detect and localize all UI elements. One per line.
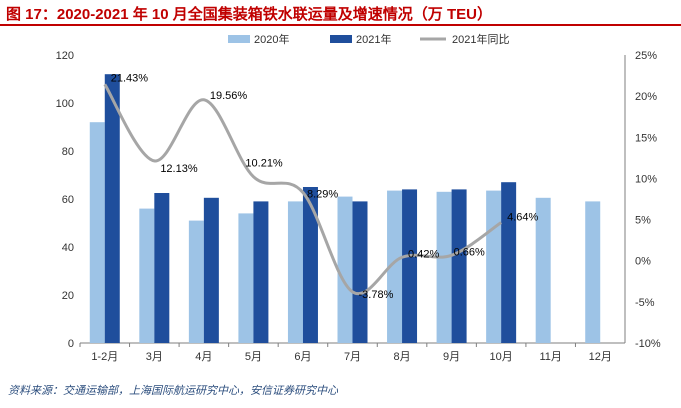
bar-2020: [387, 190, 403, 343]
y-right-tick-label: -10%: [635, 338, 661, 350]
y-left-tick-label: 60: [62, 194, 74, 206]
data-label: 21.43%: [111, 72, 149, 84]
growth-line: [103, 83, 502, 296]
y-left-tick-label: 40: [62, 242, 74, 254]
y-left-tick-label: 80: [62, 146, 74, 158]
bar-2021: [104, 74, 120, 343]
y-right-tick-label: 0%: [635, 256, 651, 268]
legend-label: 2020年: [254, 32, 289, 46]
bar-2020: [337, 196, 353, 343]
bar-2020: [287, 201, 303, 343]
y-left-tick-label: 100: [56, 98, 74, 110]
growth-line-path: [103, 83, 502, 296]
data-label: 0.42%: [408, 248, 439, 260]
y-right-tick-label: 15%: [635, 132, 657, 144]
y-left-tick-label: 120: [56, 50, 74, 62]
data-label: 0.66%: [454, 246, 485, 258]
x-tick-label: 6月: [294, 351, 311, 363]
bar-2021: [451, 189, 467, 343]
bar-2020: [535, 197, 551, 343]
data-label: 4.64%: [507, 212, 538, 224]
x-tick-label: 1-2月: [91, 351, 118, 363]
bar-2020: [436, 191, 452, 343]
bars: [89, 74, 601, 343]
data-label: 10.21%: [245, 158, 283, 170]
y-left-tick-label: 20: [62, 290, 74, 302]
bar-2021: [154, 193, 170, 343]
bar-2020: [585, 201, 601, 343]
bar-2020: [238, 213, 254, 343]
legend-swatch: [228, 35, 250, 43]
bar-2021: [203, 197, 219, 343]
x-tick-label: 9月: [443, 351, 460, 363]
data-label: 12.13%: [160, 163, 198, 175]
bar-2020: [89, 122, 105, 343]
bar-2020: [486, 190, 502, 343]
y-left-tick-label: 0: [68, 338, 74, 350]
legend-label: 2021年: [356, 32, 391, 46]
legend-swatch: [330, 35, 352, 43]
data-labels: 21.43% 12.13% 19.56% 10.21% 8.29% -3.78% 0.42%…: [111, 72, 539, 300]
x-tick-label: 4月: [195, 351, 212, 363]
legend: 2020年 2021年 2021年同比: [228, 32, 509, 46]
bar-2021: [402, 189, 418, 343]
title-rule: [0, 24, 681, 26]
x-tick-label: 3月: [146, 351, 163, 363]
bar-2020: [188, 220, 204, 343]
x-tick-label: 5月: [245, 351, 262, 363]
x-tick-label: 12月: [589, 351, 612, 363]
chart-svg: 2020年 2021年 2021年同比 0 20 40 60 80 100 120 -10% -5%…: [56, 32, 661, 363]
y-right-tick-label: -5%: [635, 297, 655, 309]
bar-2021: [302, 187, 318, 343]
data-label: -3.78%: [359, 289, 394, 301]
x-tick-label: 10月: [490, 351, 513, 363]
axes: 0 20 40 60 80 100 120 -10% -5% 0% 5% 10% 15% 20% 25% 1-…: [56, 50, 661, 363]
data-label: 19.56%: [210, 90, 248, 102]
y-right-tick-label: 10%: [635, 173, 657, 185]
chart-title: 图 17：2020-2021 年 10 月全国集装箱铁水联运量及增速情况（万 T…: [6, 6, 492, 23]
bar-2020: [139, 208, 155, 343]
x-tick-label: 7月: [344, 351, 361, 363]
bar-2021: [501, 182, 517, 343]
legend-label: 2021年同比: [452, 32, 509, 46]
bar-2021: [352, 201, 368, 343]
bar-2021: [253, 201, 269, 343]
y-right-tick-label: 25%: [635, 50, 657, 62]
x-tick-label: 11月: [539, 351, 561, 363]
y-right-tick-label: 5%: [635, 215, 651, 227]
y-right-tick-label: 20%: [635, 91, 657, 103]
x-tick-label: 8月: [393, 351, 410, 363]
data-label: 8.29%: [307, 188, 338, 200]
source-note: 资料来源：交通运输部，上海国际航运研究中心，安信证券研究中心: [8, 385, 338, 397]
